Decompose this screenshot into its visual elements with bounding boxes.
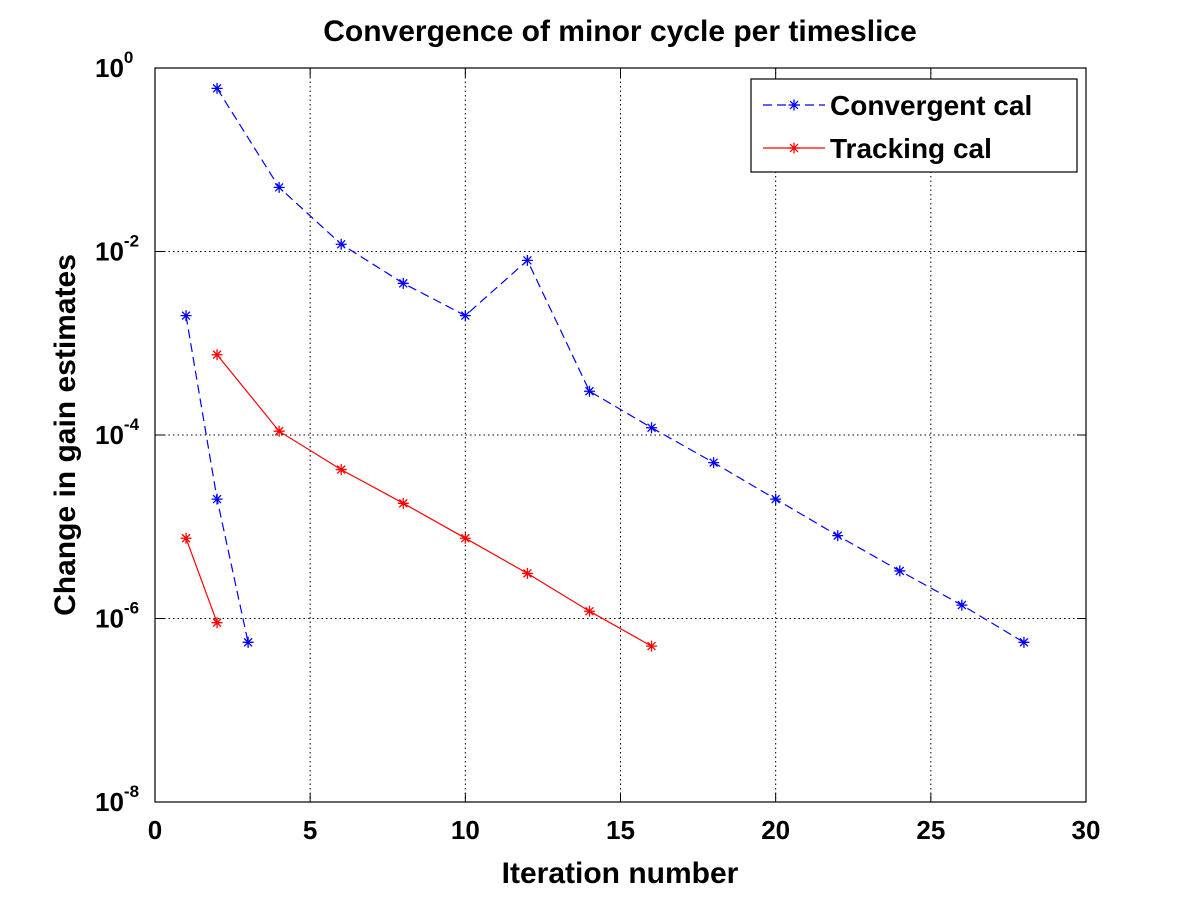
grid [155, 68, 1086, 802]
x-tick-label: 20 [761, 815, 790, 845]
y-tick-label: 10-8 [95, 782, 139, 817]
y-tick-base: 10 [95, 420, 124, 450]
x-tick-label: 10 [451, 815, 480, 845]
y-tick-exponent: 0 [124, 48, 133, 67]
series-1-segment-0 [180, 532, 223, 629]
data-point-marker [242, 636, 254, 648]
legend-label: Convergent cal [830, 90, 1032, 121]
data-point-marker [646, 422, 658, 434]
y-tick-label: 100 [95, 48, 133, 83]
data-point-marker [583, 385, 595, 397]
data-point-marker [646, 640, 658, 652]
legend-entry: Convergent cal [763, 90, 1032, 121]
legend-label: Tracking cal [830, 133, 992, 164]
y-axis-label: Change in gain estimates [49, 254, 82, 616]
y-tick-base: 10 [95, 787, 124, 817]
series-line [216, 354, 652, 647]
y-tick-label: 10-4 [95, 415, 140, 450]
data-point-marker [180, 310, 192, 322]
data-point-marker [335, 238, 347, 250]
y-tick-base: 10 [95, 604, 124, 634]
chart-title: Convergence of minor cycle per timeslice [323, 15, 917, 48]
x-tick-label: 0 [148, 815, 162, 845]
y-tick-exponent: -4 [124, 415, 140, 434]
y-tick-base: 10 [95, 53, 124, 83]
data-point-marker [211, 493, 223, 505]
y-tick-exponent: -2 [124, 232, 139, 251]
data-point-marker [583, 605, 595, 617]
data-point-marker [180, 532, 192, 544]
data-point-marker [1018, 636, 1030, 648]
series-line [185, 537, 218, 623]
data-point-marker [211, 349, 223, 361]
y-tick-exponent: -6 [124, 599, 139, 618]
legend-swatch-marker [788, 99, 800, 111]
x-tick-label: 30 [1072, 815, 1101, 845]
data-point-marker [459, 310, 471, 322]
series-line [216, 88, 1025, 643]
data-point-marker [273, 181, 285, 193]
data-point-marker [708, 457, 720, 469]
y-tick-exponent: -8 [124, 782, 139, 801]
data-point-marker [459, 532, 471, 544]
x-axis-label: Iteration number [502, 857, 739, 890]
x-tick-label: 25 [916, 815, 945, 845]
data-point-marker [956, 599, 968, 611]
legend-entry: Tracking cal [763, 133, 992, 164]
series-0-segment-0 [180, 310, 254, 648]
data-point-marker [521, 567, 533, 579]
y-tick-label: 10-6 [95, 599, 139, 634]
legend-swatch-marker [788, 142, 800, 154]
y-tick-base: 10 [95, 237, 124, 267]
data-point-marker [521, 254, 533, 266]
data-point-marker [273, 425, 285, 437]
series-0-segment-1 [211, 82, 1030, 648]
series-layer [180, 82, 1030, 652]
series-1-segment-1 [211, 349, 658, 652]
data-point-marker [335, 464, 347, 476]
data-point-marker [211, 82, 223, 94]
data-point-marker [894, 565, 906, 577]
data-point-marker [832, 530, 844, 542]
legend: Convergent cal Tracking cal [750, 78, 1078, 173]
y-tick-label: 10-2 [95, 232, 139, 267]
x-tick-label: 5 [303, 815, 317, 845]
data-point-marker [397, 497, 409, 509]
legend-box [750, 78, 1078, 173]
data-point-marker [211, 617, 223, 629]
data-point-marker [770, 493, 782, 505]
x-tick-label: 15 [606, 815, 635, 845]
data-point-marker [397, 277, 409, 289]
x-axis-ticks: 0 5 10 15 20 25 30 [148, 68, 1101, 845]
